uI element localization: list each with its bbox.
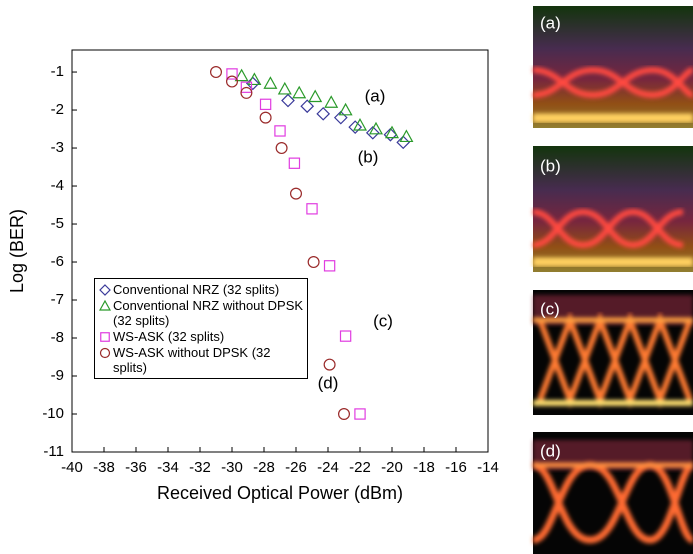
legend: Conventional NRZ (32 splits)Conventional… bbox=[94, 278, 308, 379]
x-axis-title: Received Optical Power (dBm) bbox=[157, 483, 403, 503]
legend-entry: Conventional NRZ (32 splits) bbox=[97, 282, 305, 297]
legend-entry: WS-ASK (32 splits) bbox=[97, 329, 305, 344]
annotation: (b) bbox=[358, 147, 379, 166]
marker-square bbox=[289, 158, 299, 168]
x-tick-label: -24 bbox=[317, 459, 339, 476]
eye-panel-c: (c) bbox=[533, 290, 693, 415]
y-tick-label: -3 bbox=[51, 139, 64, 156]
marker-triangle bbox=[309, 91, 321, 102]
chart: Received Optical Power (dBm) Log (BER) (… bbox=[0, 0, 693, 554]
marker-triangle bbox=[100, 301, 110, 310]
panel-label: (a) bbox=[540, 13, 561, 32]
x-tick-label: -26 bbox=[285, 459, 307, 476]
legend-label: WS-ASK without DPSK (32 splits) bbox=[113, 345, 305, 375]
x-tick-label: -38 bbox=[93, 459, 115, 476]
panel-label: (b) bbox=[540, 156, 561, 175]
marker-circle bbox=[260, 112, 271, 123]
marker-circle bbox=[324, 359, 335, 370]
annotation: (c) bbox=[373, 311, 393, 330]
marker-square bbox=[261, 99, 271, 109]
marker-square bbox=[355, 409, 365, 419]
x-tick-label: -30 bbox=[221, 459, 243, 476]
eye-diagrams: (a) (b) (c) bbox=[533, 6, 693, 554]
marker-square bbox=[101, 333, 110, 342]
x-tick-label: -28 bbox=[253, 459, 275, 476]
x-tick-label: -32 bbox=[189, 459, 211, 476]
marker-triangle bbox=[293, 87, 305, 98]
marker-circle bbox=[308, 257, 319, 268]
y-tick-label: -4 bbox=[51, 177, 64, 194]
eye-panel-b: (b) bbox=[533, 146, 693, 272]
plot-frame bbox=[72, 50, 488, 452]
legend-entry: WS-ASK without DPSK (32 splits) bbox=[97, 345, 305, 375]
y-tick-label: -6 bbox=[51, 253, 64, 270]
y-tick-label: -11 bbox=[43, 443, 64, 460]
legend-label: WS-ASK (32 splits) bbox=[113, 329, 224, 344]
eye-panel-a: (a) bbox=[533, 6, 693, 128]
x-tick-label: -40 bbox=[61, 459, 83, 476]
marker-triangle bbox=[279, 83, 291, 94]
marker-circle bbox=[211, 67, 222, 78]
x-tick-label: -36 bbox=[125, 459, 147, 476]
marker-triangle bbox=[386, 127, 398, 138]
y-axis-title: Log (BER) bbox=[7, 209, 27, 293]
marker-diamond bbox=[317, 108, 329, 120]
annotation: (a) bbox=[365, 86, 386, 105]
legend-label: Conventional NRZ (32 splits) bbox=[113, 282, 279, 297]
marker-square bbox=[275, 126, 285, 136]
y-tick-label: -5 bbox=[51, 215, 64, 232]
y-tick-label: -1 bbox=[51, 63, 64, 80]
legend-marker bbox=[97, 299, 113, 313]
marker-circle bbox=[339, 409, 350, 420]
x-tick-label: -18 bbox=[413, 459, 435, 476]
marker-diamond bbox=[282, 95, 294, 107]
x-tick-label: -20 bbox=[381, 459, 403, 476]
panel-label: (d) bbox=[540, 441, 561, 460]
marker-square bbox=[341, 331, 351, 341]
page: Received Optical Power (dBm) Log (BER) (… bbox=[0, 0, 693, 554]
panel-label: (c) bbox=[540, 299, 560, 318]
marker-square bbox=[307, 204, 317, 214]
x-tick-label: -14 bbox=[477, 459, 499, 476]
x-tick-label: -22 bbox=[349, 459, 371, 476]
legend-label: Conventional NRZ without DPSK (32 splits… bbox=[113, 298, 305, 328]
annotation: (d) bbox=[318, 373, 339, 392]
y-tick-label: -7 bbox=[51, 291, 64, 308]
legend-entry: Conventional NRZ without DPSK (32 splits… bbox=[97, 298, 305, 328]
marker-square bbox=[325, 261, 335, 271]
y-tick-label: -2 bbox=[51, 101, 64, 118]
marker-diamond bbox=[397, 136, 409, 148]
legend-marker bbox=[97, 330, 113, 344]
marker-triangle bbox=[264, 77, 276, 88]
marker-triangle bbox=[340, 104, 352, 115]
eye-panel-d: (d) bbox=[533, 432, 693, 554]
legend-marker bbox=[97, 283, 113, 297]
marker-diamond bbox=[100, 285, 110, 295]
marker-triangle bbox=[325, 96, 337, 107]
marker-circle bbox=[291, 188, 302, 199]
x-tick-label: -16 bbox=[445, 459, 467, 476]
marker-circle bbox=[101, 349, 110, 358]
y-tick-label: -9 bbox=[51, 367, 64, 384]
y-tick-label: -8 bbox=[51, 329, 64, 346]
x-tick-label: -34 bbox=[157, 459, 179, 476]
legend-marker bbox=[97, 346, 113, 360]
marker-circle bbox=[276, 143, 287, 154]
y-tick-label: -10 bbox=[42, 405, 64, 422]
marker-circle bbox=[227, 76, 238, 87]
